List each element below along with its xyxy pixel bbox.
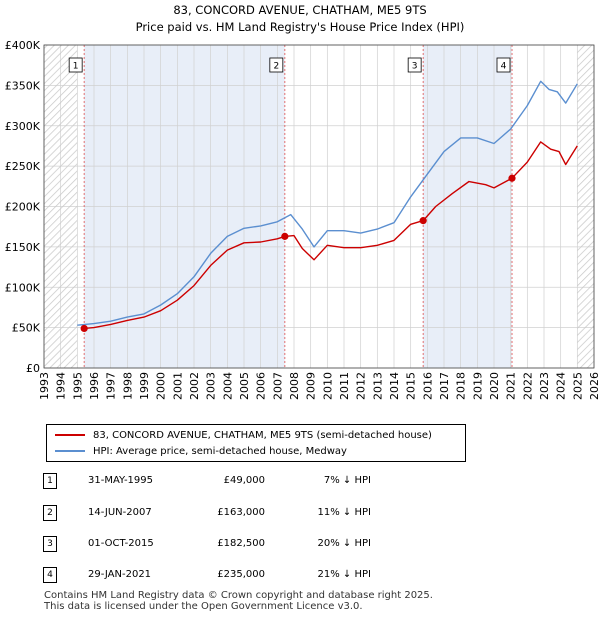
transaction-price: £163,000 xyxy=(217,507,265,518)
x-tick-label: 2017 xyxy=(438,372,451,400)
y-tick-label: £150K xyxy=(5,241,41,254)
transaction-price: £49,000 xyxy=(223,475,265,486)
y-tick-label: £50K xyxy=(12,322,41,335)
x-tick-label: 2015 xyxy=(405,372,418,400)
sale-marker xyxy=(80,324,88,333)
legend-swatch-property xyxy=(55,434,85,436)
x-tick-label: 2010 xyxy=(321,372,334,400)
transaction-date: 14-JUN-2007 xyxy=(88,507,152,518)
y-tick-label: £300K xyxy=(5,120,41,133)
transaction-hpi: 11% ↓ HPI xyxy=(317,507,371,518)
x-tick-label: 2024 xyxy=(555,372,568,400)
y-tick-label: £350K xyxy=(5,79,41,92)
sale-marker xyxy=(281,232,289,240)
y-tick-label: £100K xyxy=(5,281,41,294)
x-tick-label: 2011 xyxy=(338,372,351,400)
x-tick-label: 2008 xyxy=(288,372,301,400)
legend-label-property: 83, CONCORD AVENUE, CHATHAM, ME5 9TS (se… xyxy=(93,429,432,441)
sale-marker xyxy=(508,174,516,182)
x-tick-label: 2026 xyxy=(588,372,600,400)
annotation-label: 1 xyxy=(73,62,79,72)
table-row: 3 01-OCT-2015 £182,500 20% ↓ HPI xyxy=(0,536,600,556)
legend-item-hpi: HPI: Average price, semi-detached house,… xyxy=(47,443,347,459)
series-line-hpi xyxy=(77,80,578,326)
transaction-number: 1 xyxy=(43,473,57,489)
x-tick-label: 2018 xyxy=(455,372,468,400)
x-tick-label: 2012 xyxy=(355,372,368,400)
y-tick-label: £250K xyxy=(5,160,41,173)
x-tick-label: 2016 xyxy=(421,372,434,400)
x-tick-label: 2025 xyxy=(571,372,584,400)
hatched-region xyxy=(44,45,78,368)
x-tick-label: 2000 xyxy=(155,372,168,400)
transaction-price: £235,000 xyxy=(217,569,265,580)
transaction-date: 01-OCT-2015 xyxy=(88,538,154,549)
x-tick-label: 2022 xyxy=(521,372,534,400)
footer-copyright: Contains HM Land Registry data © Crown c… xyxy=(44,590,433,601)
x-tick-label: 2007 xyxy=(271,372,284,400)
x-tick-label: 2004 xyxy=(221,372,234,400)
x-tick-label: 1999 xyxy=(138,372,151,400)
x-tick-label: 2023 xyxy=(538,372,551,400)
x-tick-label: 2001 xyxy=(171,372,184,400)
chart-title: 83, CONCORD AVENUE, CHATHAM, ME5 9TS xyxy=(173,3,426,17)
transaction-hpi: 7% ↓ HPI xyxy=(323,475,371,486)
x-tick-label: 1993 xyxy=(38,372,51,400)
price-chart: 83, CONCORD AVENUE, CHATHAM, ME5 9TS Pri… xyxy=(5,3,600,400)
transaction-number: 2 xyxy=(43,505,57,521)
annotation-box xyxy=(269,57,284,73)
sale-marker xyxy=(419,217,427,225)
x-tick-label: 1997 xyxy=(105,372,118,400)
legend-label-hpi: HPI: Average price, semi-detached house,… xyxy=(93,445,347,457)
x-tick-label: 1998 xyxy=(121,372,134,400)
table-row: 4 29-JAN-2021 £235,000 21% ↓ HPI xyxy=(0,567,600,587)
plot-border xyxy=(43,44,595,369)
annotation-label: 3 xyxy=(412,62,418,72)
annotation-box xyxy=(68,57,83,73)
annotation-label: 2 xyxy=(273,62,279,72)
x-tick-label: 2006 xyxy=(255,372,268,400)
x-tick-label: 2003 xyxy=(205,372,218,400)
chart-subtitle: Price paid vs. HM Land Registry's House … xyxy=(136,20,465,34)
x-tick-label: 1996 xyxy=(88,372,101,400)
annotation-label: 4 xyxy=(501,62,507,72)
transaction-price: £182,500 xyxy=(217,538,265,549)
footer: Contains HM Land Registry data © Crown c… xyxy=(44,590,433,612)
series-line-property xyxy=(84,141,578,330)
y-tick-label: £200K xyxy=(5,201,41,214)
transaction-date: 31-MAY-1995 xyxy=(88,475,154,486)
annotation-box xyxy=(407,57,422,73)
x-tick-label: 2021 xyxy=(505,372,518,400)
x-tick-label: 2013 xyxy=(371,372,384,400)
legend: 83, CONCORD AVENUE, CHATHAM, ME5 9TS (se… xyxy=(46,424,466,462)
x-tick-label: 2019 xyxy=(471,372,484,400)
transaction-number: 3 xyxy=(43,536,57,552)
x-tick-label: 2002 xyxy=(188,372,201,400)
x-tick-label: 2020 xyxy=(488,372,501,400)
y-tick-label: £0 xyxy=(26,362,40,375)
transaction-date: 29-JAN-2021 xyxy=(88,569,152,580)
x-tick-label: 1994 xyxy=(55,372,68,400)
annotation-box xyxy=(496,57,511,73)
transaction-number: 4 xyxy=(43,567,57,583)
x-tick-label: 2009 xyxy=(305,372,318,400)
x-tick-label: 2014 xyxy=(388,372,401,400)
x-tick-label: 1995 xyxy=(71,372,84,400)
transaction-hpi: 20% ↓ HPI xyxy=(317,538,371,549)
table-row: 2 14-JUN-2007 £163,000 11% ↓ HPI xyxy=(0,505,600,525)
footer-licence: This data is licensed under the Open Gov… xyxy=(44,601,363,612)
legend-item-property: 83, CONCORD AVENUE, CHATHAM, ME5 9TS (se… xyxy=(47,427,432,443)
y-tick-label: £400K xyxy=(5,39,41,52)
legend-swatch-hpi xyxy=(55,450,85,452)
table-row: 1 31-MAY-1995 £49,000 7% ↓ HPI xyxy=(0,473,600,493)
transaction-hpi: 21% ↓ HPI xyxy=(317,569,371,580)
hatched-region xyxy=(577,45,594,368)
x-tick-label: 2005 xyxy=(238,372,251,400)
